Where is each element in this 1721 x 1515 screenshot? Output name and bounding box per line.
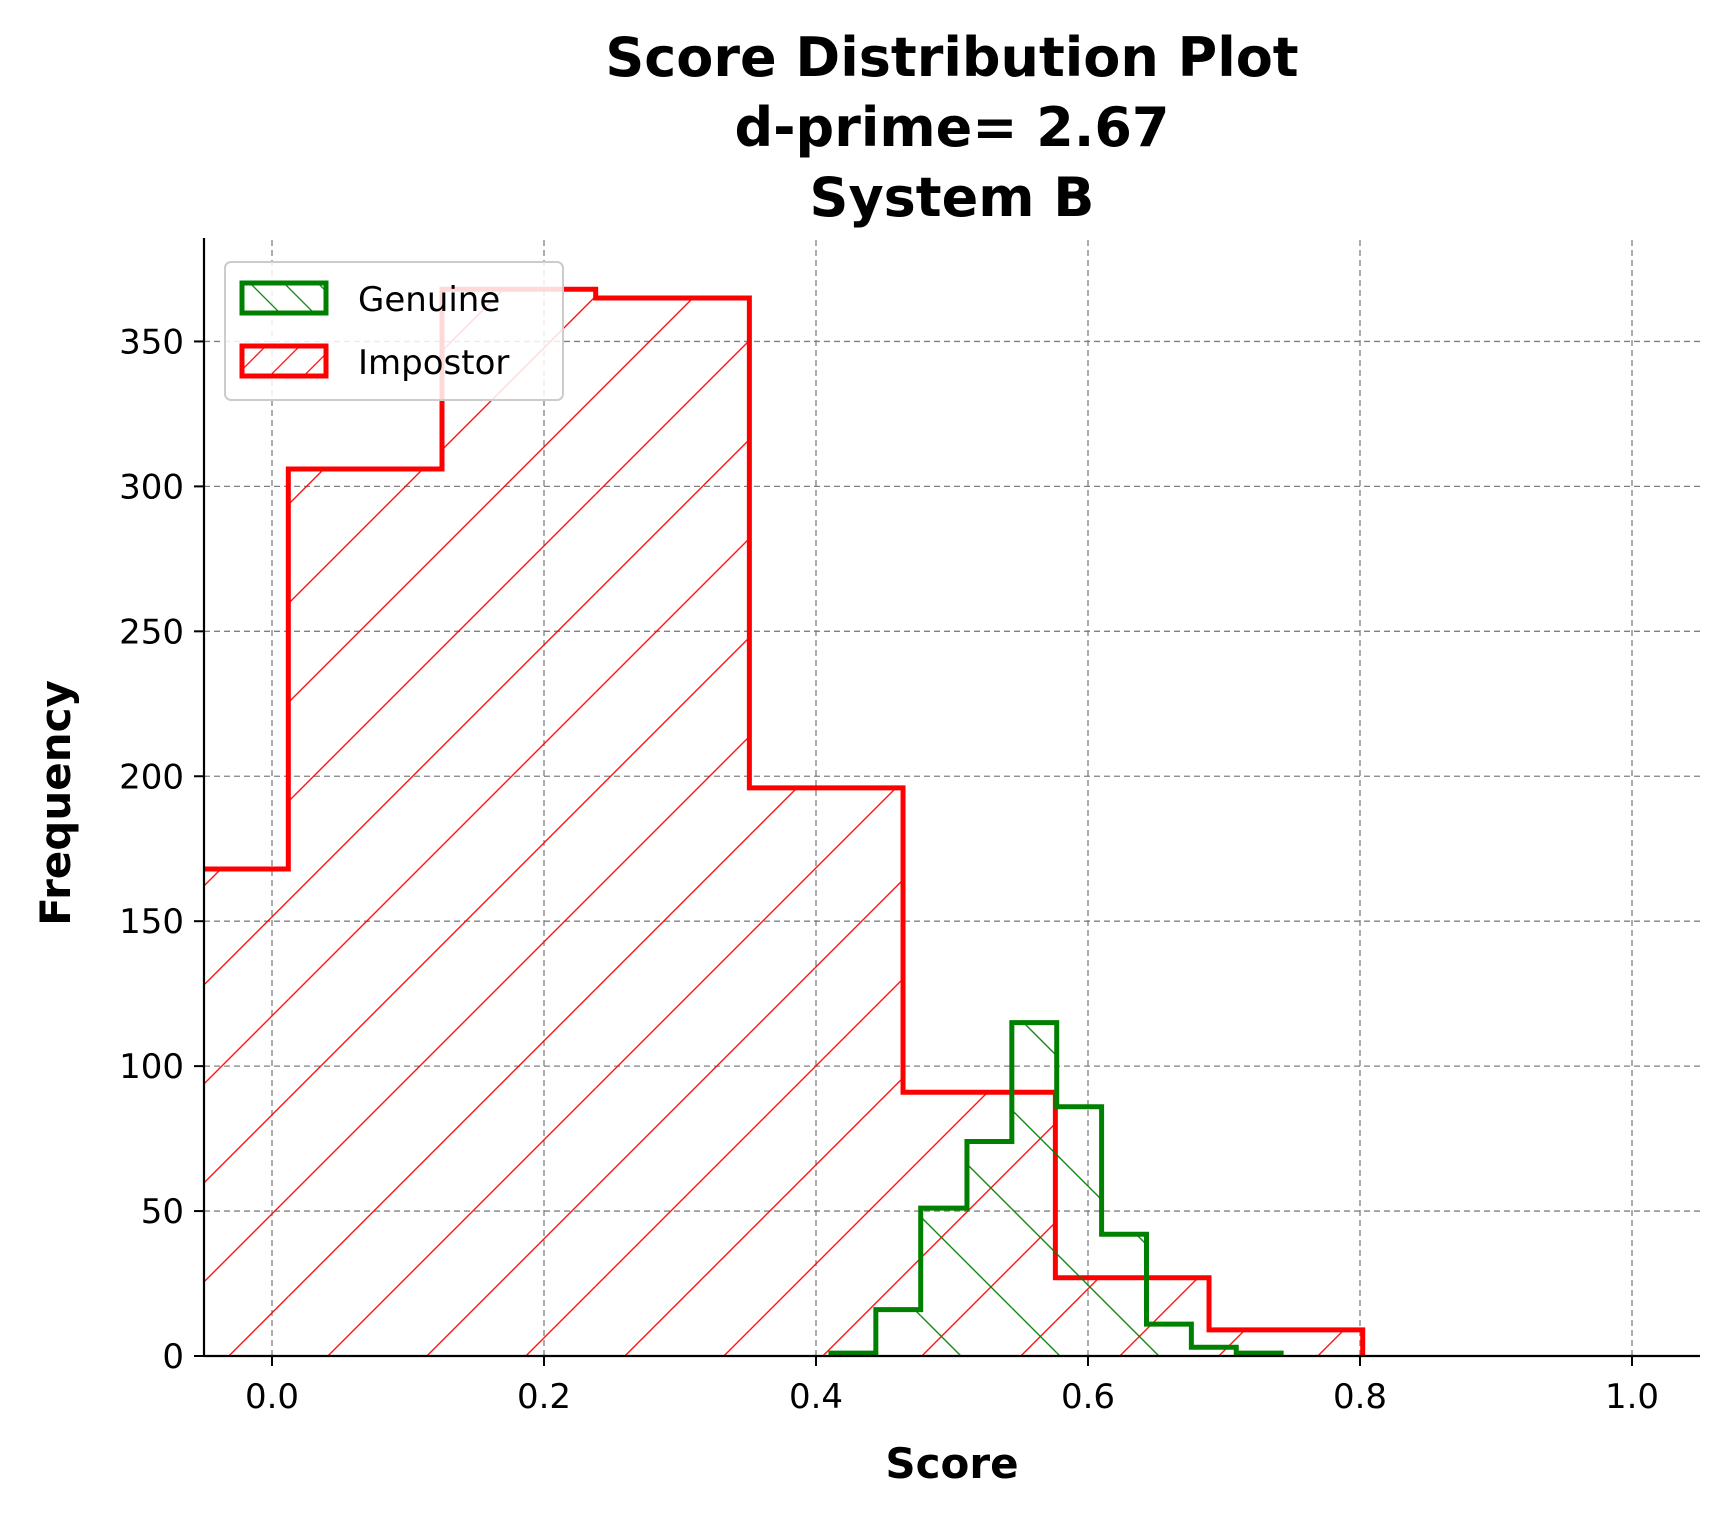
y-tick-label-0: 0: [162, 1337, 184, 1377]
genuine-outline: [828, 1020, 1284, 1356]
genuine-bar-7: [1146, 1324, 1192, 1356]
impostor-outline: [204, 286, 1366, 1356]
genuine-bar-4: [1011, 1022, 1057, 1356]
y-tick-label-5: 250: [119, 612, 184, 652]
impostor-bar-1: [288, 468, 442, 1356]
x-tick-label-2: 0.4: [789, 1377, 843, 1417]
legend-label-genuine: Genuine: [358, 280, 500, 320]
y-tick-label-6: 300: [119, 467, 184, 507]
y-tick-label-1: 50: [141, 1192, 184, 1232]
chart-title-line-3: System B: [810, 166, 1095, 229]
impostor-bar-4: [749, 787, 904, 1356]
genuine-bar-5: [1056, 1106, 1102, 1356]
histogram-bars: [204, 286, 1366, 1356]
y-axis-ticks: 0 50 100 150 200 250 300 350: [119, 322, 204, 1377]
impostor-bar-3: [595, 297, 750, 1356]
x-tick-label-3: 0.6: [1061, 1377, 1115, 1417]
impostor-bar-2: [442, 289, 596, 1356]
x-tick-label-4: 0.8: [1333, 1377, 1387, 1417]
x-axis-label: Score: [885, 1439, 1018, 1488]
legend: Genuine Impostor: [224, 261, 564, 401]
chart-title-line-1: Score Distribution Plot: [605, 26, 1298, 89]
x-tick-label-1: 0.2: [517, 1377, 571, 1417]
y-axis-label: Frequency: [31, 680, 80, 926]
legend-swatch-genuine: [239, 280, 329, 316]
x-axis-ticks: 0.0 0.2 0.4 0.6 0.8 1.0: [245, 1356, 1659, 1417]
y-tick-label-7: 350: [119, 322, 184, 362]
genuine-bar-1: [875, 1309, 921, 1356]
x-tick-label-0: 0.0: [245, 1377, 299, 1417]
legend-swatch-impostor: [239, 343, 329, 379]
axes-spines: [202, 238, 1700, 1358]
impostor-bar-0: [204, 869, 289, 1356]
genuine-bar-2: [920, 1208, 967, 1356]
chart-title-line-2: d-prime= 2.67: [734, 96, 1169, 159]
y-tick-label-2: 100: [119, 1047, 184, 1087]
legend-label-impostor: Impostor: [358, 343, 509, 383]
y-tick-label-3: 150: [119, 902, 184, 942]
chart-title: Score Distribution Plot d-prime= 2.67 Sy…: [605, 26, 1298, 229]
genuine-bar-8: [1191, 1347, 1237, 1356]
genuine-bar-6: [1101, 1234, 1147, 1356]
genuine-bar-3: [966, 1141, 1012, 1356]
y-tick-label-4: 200: [119, 757, 184, 797]
x-tick-label-5: 1.0: [1605, 1377, 1659, 1417]
